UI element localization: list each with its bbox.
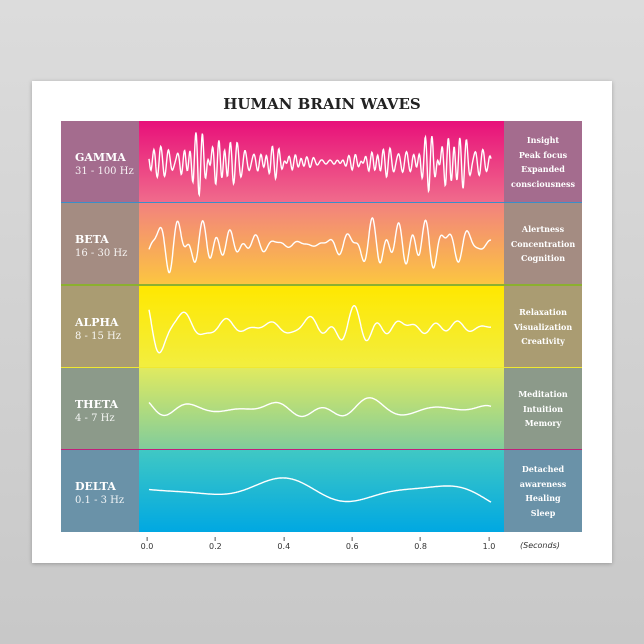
effect-label: Cognition (520, 253, 566, 264)
band-label-cell: ALPHA 8 - 15 Hz (61, 286, 139, 368)
band-label-cell: BETA 16 - 30 Hz (61, 203, 139, 285)
x-tick: 0.8 (414, 537, 427, 551)
effects-cell: Meditation Intuition Memory (504, 368, 582, 450)
effect-label: Creativity (521, 336, 565, 347)
effect-label: Healing (525, 493, 561, 503)
x-tick: 0.2 (209, 537, 222, 551)
effect-label: Insight (526, 135, 560, 145)
band-name: DELTA (75, 480, 116, 493)
band-name: THETA (75, 398, 119, 411)
effect-label: awareness (519, 478, 567, 489)
x-tick: 0.4 (277, 537, 290, 551)
band-frequency: 8 - 15 Hz (75, 331, 121, 342)
effect-label: Alertness (521, 224, 565, 235)
wave-line (148, 397, 492, 418)
band-name: ALPHA (75, 316, 119, 329)
effect-label: Expanded (521, 164, 565, 174)
x-tick: 0.0 (141, 537, 154, 551)
effect-label: Intuition (523, 403, 563, 414)
effect-label: consciousness (510, 178, 575, 189)
wave-line (148, 132, 492, 198)
wave-line (148, 304, 491, 354)
wave-plot (139, 450, 504, 532)
effects-cell: Relaxation Visualization Creativity (504, 286, 582, 368)
band-frequency: 16 - 30 Hz (75, 248, 128, 259)
band-frequency: 0.1 - 3 Hz (75, 495, 125, 506)
wave-plot (139, 121, 504, 203)
row-separator (61, 284, 582, 286)
effect-label: Visualization (513, 321, 573, 332)
x-tick: 1.0 (483, 537, 496, 551)
effect-label: Peak focus (518, 149, 568, 160)
effect-label: Relaxation (519, 307, 567, 318)
effects-cell: Insight Peak focus Expanded consciousness (504, 121, 582, 203)
effects-cell: Detached awareness Healing Sleep (504, 450, 582, 532)
wave-row-theta: THETA 4 - 7 Hz Meditation Intuition Memory (61, 368, 582, 451)
band-label-cell: THETA 4 - 7 Hz (61, 368, 139, 450)
effect-label: Concentration (510, 238, 576, 249)
x-tick: 0.6 (346, 537, 359, 551)
band-label-cell: GAMMA 31 - 100 Hz (61, 121, 139, 203)
effect-label: Meditation (518, 389, 568, 400)
wave-row-alpha: ALPHA 8 - 15 Hz Relaxation Visualization C… (61, 286, 582, 369)
band-name: BETA (75, 233, 109, 246)
wave-plot (139, 286, 504, 368)
wave-plot (139, 203, 504, 285)
effect-label: Memory (524, 418, 562, 429)
band-frequency: 4 - 7 Hz (75, 413, 115, 424)
band-name: GAMMA (75, 151, 126, 164)
wave-row-delta: DELTA 0.1 - 3 Hz Detached awareness Healin… (61, 450, 582, 532)
page-title: HUMAN BRAIN WAVES (223, 95, 421, 113)
effect-label: Detached (521, 464, 565, 474)
band-label-cell: DELTA 0.1 - 3 Hz (61, 450, 139, 532)
band-frequency: 31 - 100 Hz (75, 166, 134, 177)
wave-row-beta: BETA 16 - 30 Hz Alertness Concentration Co… (61, 203, 582, 286)
wave-line (148, 216, 492, 274)
wave-line (148, 477, 492, 503)
effects-cell: Alertness Concentration Cognition (504, 203, 582, 285)
effect-label: Sleep (530, 507, 556, 518)
wave-row-gamma: GAMMA 31 - 100 Hz Insight Peak focus Expan… (61, 121, 582, 204)
wave-plot (139, 368, 504, 450)
x-axis-unit: (Seconds) (520, 541, 560, 550)
